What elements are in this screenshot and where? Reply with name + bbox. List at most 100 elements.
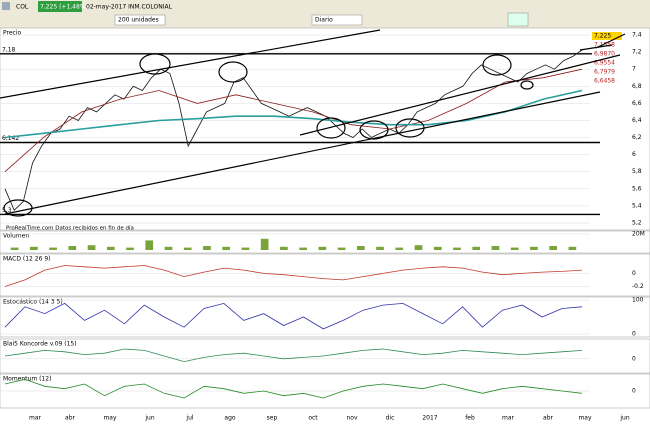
volume-bar xyxy=(549,246,557,250)
plots: Precio 7,4 7,2 7 6,8 6,6 6,4 6,2 6 5,8 5,6 5,4 5,2 7,… xyxy=(0,27,650,422)
volume-bar xyxy=(530,246,538,250)
icon[interactable] xyxy=(2,2,10,10)
volume-bar xyxy=(356,246,365,250)
volume-bar xyxy=(68,246,77,250)
series-line xyxy=(4,378,583,399)
y-tick-label: 6,2 xyxy=(632,134,642,141)
panel xyxy=(0,230,650,254)
y-tick-label: 7,4 xyxy=(632,32,642,39)
volume-bar xyxy=(318,246,327,250)
x-tick-label: may xyxy=(103,415,117,422)
x-tick-label: abr xyxy=(65,415,75,422)
volume-bar xyxy=(203,246,211,250)
date-name: 02-may-2017 INM.COLONIAL xyxy=(86,4,173,11)
x-tick-label: jul xyxy=(185,415,193,422)
period-select[interactable] xyxy=(311,14,363,26)
annotations xyxy=(0,29,626,217)
volume-bar xyxy=(10,247,19,250)
y-tick-label: 6,6 xyxy=(632,100,642,107)
y-tick-label: 6,8 xyxy=(632,83,642,90)
volume-bar xyxy=(337,247,346,250)
volume-bar xyxy=(472,246,481,250)
volume-bar xyxy=(241,247,250,250)
price-badge-label: 7,225 xyxy=(594,33,611,40)
volume-bar xyxy=(145,240,154,250)
series-line xyxy=(4,89,583,139)
quote: 7,225 (+1,48%) xyxy=(40,4,88,11)
period: Diario xyxy=(315,17,333,24)
x-tick-label: jun xyxy=(619,415,629,422)
panel xyxy=(0,373,650,409)
x-tick-label: ago xyxy=(224,415,235,422)
quote-box xyxy=(38,1,82,12)
symbol: COL xyxy=(16,4,29,11)
volume-bar xyxy=(453,247,461,250)
x-tick-label: mar xyxy=(29,415,42,422)
series-line xyxy=(4,302,583,330)
price-badge xyxy=(592,68,622,76)
volume-bar xyxy=(106,246,115,250)
x-tick-label: abr xyxy=(543,415,553,422)
y-tick-label: 5,2 xyxy=(632,220,642,227)
x-tick-label: dic xyxy=(386,415,395,422)
price-badge-label: 6,9554 xyxy=(594,60,615,67)
volume-bar xyxy=(126,247,134,250)
x-tick-label: nov xyxy=(346,415,357,422)
price-badge xyxy=(592,50,622,58)
volume-bar xyxy=(164,246,173,250)
y-tick-label: 100 xyxy=(632,297,644,304)
y-tick-label: 7,2 xyxy=(632,49,642,56)
units-select[interactable] xyxy=(114,14,166,26)
panel-title: Blai5 Koncorde v.09 (15) xyxy=(3,341,77,348)
x-tick-label: oct xyxy=(308,415,318,422)
series-line xyxy=(4,265,583,287)
price-badge-label: 6,9870 xyxy=(594,51,615,58)
x-tick-label: may xyxy=(578,415,592,422)
panel xyxy=(0,338,650,374)
volume-bar xyxy=(433,246,442,250)
panel xyxy=(0,253,650,297)
price-badge xyxy=(592,41,622,49)
y-tick-label: -0.2 xyxy=(632,283,644,290)
volume-bar xyxy=(376,246,384,250)
volume-bar xyxy=(568,246,577,250)
level-label: 7,18 xyxy=(2,46,16,53)
volume-bar xyxy=(414,245,423,250)
y-tick-label: 0 xyxy=(632,270,636,277)
series-line xyxy=(4,68,583,172)
volume-bar xyxy=(87,245,96,250)
volume-bar xyxy=(395,247,404,250)
panel xyxy=(0,27,650,231)
price-badge-label: 6,7979 xyxy=(594,69,615,76)
price-badge xyxy=(592,77,622,85)
y-tick-label: 5,8 xyxy=(632,168,642,175)
chart-icon[interactable] xyxy=(507,12,529,27)
x-tick-label: feb xyxy=(465,415,475,422)
x-tick-label: sep xyxy=(267,415,278,422)
y-tick-label: 7 xyxy=(632,66,636,73)
price-badge-label: 6,6458 xyxy=(594,78,615,85)
footer: ProRealTime.com Datos recibidos en fin d… xyxy=(6,225,134,232)
y-tick-label: 0 xyxy=(632,355,636,362)
volume-bar xyxy=(299,247,307,250)
volume-bar xyxy=(183,247,192,250)
y-tick-label: 0 xyxy=(632,331,636,338)
level-label: 5,3 xyxy=(2,207,12,214)
panel-title: MACD (12 26 9) xyxy=(3,256,50,263)
volume-bar xyxy=(30,246,38,250)
volume-bar xyxy=(222,246,231,250)
panel-title: Volumen xyxy=(3,233,29,240)
price-badge xyxy=(592,32,622,40)
volume-bar xyxy=(260,238,269,250)
price-badge-label: 7,1558 xyxy=(594,42,615,49)
x-tick-label: 2017 xyxy=(422,415,437,422)
series-line xyxy=(4,49,583,211)
price-badge xyxy=(592,59,622,67)
units: 200 unidades xyxy=(118,17,159,24)
panel xyxy=(0,296,650,338)
y-tick-label: 5,6 xyxy=(632,185,642,192)
panel-title: Estocástico (14 3 5) xyxy=(3,299,63,306)
y-tick-label: 6 xyxy=(632,151,636,158)
volume-bar xyxy=(510,247,519,250)
